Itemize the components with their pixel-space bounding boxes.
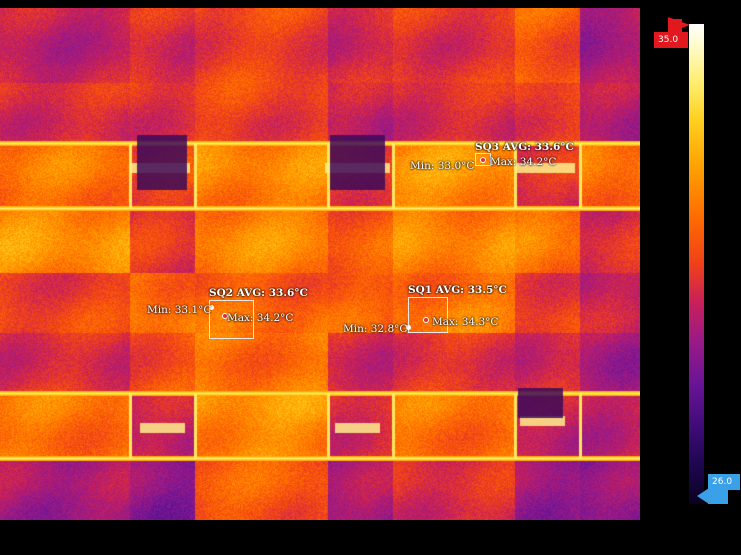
sq2-min-marker <box>209 305 214 310</box>
sq1-measure-box[interactable] <box>408 297 448 333</box>
sq3-min-label: Min: 33.0°C <box>410 160 475 172</box>
temperature-scale-bar <box>689 24 704 504</box>
min-temp-flag: 26.0 <box>708 474 740 490</box>
sq2-max-marker <box>222 313 228 319</box>
sq3-max-marker <box>480 157 486 163</box>
sq1-min-label: Min: 32.8°C <box>343 323 408 335</box>
sq1-title: SQ1 AVG: 33.5°C <box>408 284 507 296</box>
sq1-min-marker <box>406 325 411 330</box>
max-temp-flag-arrow <box>668 17 690 33</box>
min-temp-flag-arrow <box>697 488 709 504</box>
sq2-max-label: Max: 34.2°C <box>227 312 294 324</box>
max-temp-flag: 35.0 <box>654 32 688 48</box>
sq3-max-label: Max: 34.2°C <box>490 156 557 168</box>
sq1-max-marker <box>423 317 429 323</box>
sq2-title: SQ2 AVG: 33.6°C <box>209 287 308 299</box>
sq2-measure-box[interactable] <box>209 300 254 339</box>
sq2-min-label: Min: 33.1°C <box>147 304 212 316</box>
min-temp-flag-tab <box>708 488 728 504</box>
sq3-measure-box[interactable] <box>475 153 491 166</box>
thermal-image <box>0 8 640 520</box>
sq3-title: SQ3 AVG: 33.6°C <box>475 141 574 153</box>
sq1-max-label: Max: 34.3°C <box>432 316 499 328</box>
